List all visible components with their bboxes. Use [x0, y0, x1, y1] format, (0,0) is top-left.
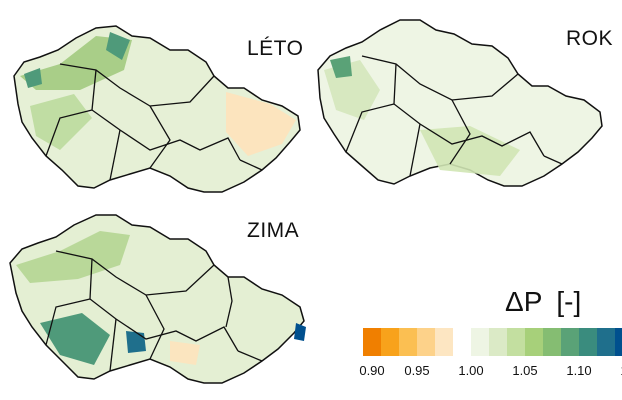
- region-orange-c: [170, 341, 200, 365]
- legend-swatch: [399, 328, 417, 356]
- region-teal-sw: [40, 313, 110, 365]
- region-orange-east: [226, 92, 296, 156]
- region-hotspot-dark: [24, 32, 130, 88]
- panel-title-leto: LÉTO: [247, 37, 304, 60]
- map-rok: [317, 19, 603, 187]
- legend-tick-label: 1.10: [566, 363, 592, 378]
- legend-swatch: [561, 328, 579, 356]
- region-green-nw: [16, 231, 130, 283]
- legend-tick-label: 0.90: [359, 363, 385, 378]
- map-panel-leto: LÉTO: [0, 10, 320, 200]
- region-borders: [45, 63, 263, 181]
- legend-swatch: [597, 328, 615, 356]
- legend-unit: [-]: [556, 286, 582, 317]
- legend-swatch: [615, 328, 622, 356]
- map-panel-zima: ZIMA: [0, 205, 320, 395]
- legend-tick-label: 0.95: [404, 363, 430, 378]
- legend-swatch: [381, 328, 399, 356]
- region-dark-nw: [330, 56, 352, 78]
- region-blue-spot-e: [294, 323, 306, 341]
- legend-swatch: [471, 328, 489, 356]
- country-outline: [317, 19, 603, 187]
- map-leto: [13, 25, 301, 193]
- legend-swatch: [435, 328, 453, 356]
- legend-swatch: [543, 328, 561, 356]
- legend: ΔP [-] 0.90 0.95 1.00 1.05 1.10 1.15: [355, 286, 622, 386]
- legend-swatch: [453, 328, 471, 356]
- legend-swatch: [417, 328, 435, 356]
- legend-swatch: [579, 328, 597, 356]
- legend-tick-label: 1.00: [458, 363, 484, 378]
- legend-symbol: ΔP: [505, 286, 543, 317]
- legend-tick-label: 1.15: [620, 363, 622, 378]
- region-borders: [345, 55, 563, 177]
- legend-title: ΔP [-]: [505, 286, 581, 318]
- region-borders: [45, 250, 263, 372]
- legend-swatch: [507, 328, 525, 356]
- map-zima: [9, 214, 306, 384]
- legend-tick-label: 1.05: [512, 363, 538, 378]
- region-green-s: [420, 126, 520, 176]
- legend-swatch: [525, 328, 543, 356]
- legend-swatch: [363, 328, 381, 356]
- panel-title-zima: ZIMA: [247, 219, 300, 242]
- legend-colorbar: [363, 328, 622, 356]
- region-hotspot-w: [30, 94, 92, 150]
- legend-swatch: [489, 328, 507, 356]
- region-blue-spot: [126, 331, 146, 353]
- panel-title-rok: ROK: [566, 27, 614, 50]
